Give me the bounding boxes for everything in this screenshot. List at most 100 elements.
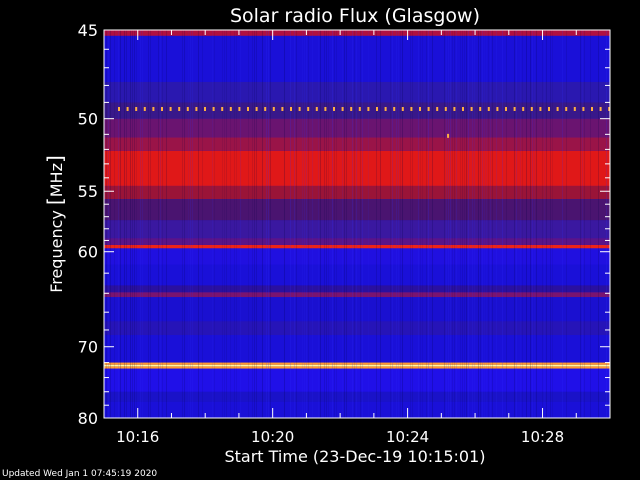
- frequency-band-9: [104, 220, 610, 239]
- texture-streak: [306, 30, 307, 418]
- texture-streak: [150, 30, 151, 418]
- frequency-band-19: [104, 362, 610, 365]
- interference-dot: [591, 106, 593, 111]
- interference-dot: [178, 106, 181, 111]
- texture-streak: [140, 30, 141, 418]
- texture-streak: [492, 30, 493, 418]
- texture-streak: [290, 30, 291, 418]
- interference-dot: [444, 106, 447, 111]
- interference-dot: [556, 106, 559, 111]
- interference-dot: [436, 106, 439, 111]
- texture-streak: [530, 30, 531, 418]
- frequency-band-6: [104, 150, 610, 186]
- texture-streak: [410, 30, 411, 418]
- interference-dot: [169, 106, 172, 111]
- x-tick-labels: 10:16 10:20 10:24 10:28: [116, 428, 564, 446]
- interference-dot: [487, 106, 490, 111]
- texture-streak: [468, 30, 469, 418]
- interference-dot: [272, 106, 275, 111]
- texture-streak: [182, 30, 183, 418]
- texture-streak: [462, 30, 463, 418]
- y-axis-label-text: Frequency: [47, 205, 66, 293]
- interference-dot: [410, 106, 413, 111]
- texture-streak: [472, 30, 473, 418]
- texture-streak: [474, 30, 475, 418]
- texture-streak: [334, 30, 335, 418]
- texture-streak: [268, 30, 269, 418]
- texture-streak: [142, 30, 143, 418]
- texture-streak: [446, 30, 447, 418]
- spectrogram-image: [104, 30, 610, 418]
- texture-streak: [158, 30, 159, 418]
- texture-streak: [344, 30, 345, 418]
- texture-streak: [396, 30, 397, 418]
- x-tick-label: 10:28: [521, 428, 564, 446]
- interference-dot: [247, 106, 249, 111]
- interference-dot: [186, 106, 189, 111]
- texture-streak: [110, 30, 111, 418]
- y-axis-label-unit: MHz: [47, 163, 66, 197]
- interference-dot: [195, 106, 198, 111]
- texture-streak: [598, 30, 599, 418]
- interference-dot: [126, 106, 129, 111]
- frequency-band-11: [104, 244, 610, 249]
- texture-streak: [482, 30, 483, 418]
- texture-streak: [318, 30, 319, 418]
- texture-streak: [214, 30, 215, 418]
- spectrogram-texture: [104, 30, 607, 418]
- interference-dot: [427, 106, 430, 111]
- texture-streak: [188, 30, 189, 418]
- texture-streak: [398, 30, 399, 418]
- texture-streak: [456, 30, 457, 418]
- interference-dot: [522, 106, 525, 111]
- texture-streak: [390, 30, 391, 418]
- interference-dot: [496, 106, 499, 111]
- x-axis-label: Start Time (23-Dec-19 10:15:01): [224, 447, 485, 466]
- texture-streak: [108, 30, 109, 418]
- texture-streak: [254, 30, 255, 418]
- texture-streak: [342, 30, 343, 418]
- interference-dot: [290, 106, 292, 111]
- interference-dot: [539, 106, 542, 111]
- interference-dot: [221, 106, 224, 111]
- texture-streak: [240, 30, 241, 418]
- texture-streak: [234, 30, 235, 418]
- texture-streak: [114, 30, 115, 418]
- texture-streak: [466, 30, 467, 418]
- interference-dot: [393, 106, 396, 111]
- texture-streak: [356, 30, 357, 418]
- texture-streak: [542, 30, 543, 418]
- texture-streak: [224, 30, 225, 418]
- interference-dot: [599, 106, 602, 111]
- texture-streak: [562, 30, 563, 418]
- interference-dot: [350, 106, 353, 111]
- interference-dot: [238, 106, 241, 111]
- axis-ticks: [103, 29, 611, 419]
- texture-streak: [534, 30, 535, 418]
- frequency-band-10: [104, 238, 610, 245]
- interference-dot: [143, 106, 146, 111]
- interference-dot: [229, 106, 232, 111]
- frequency-band-15: [104, 292, 610, 298]
- texture-streak: [566, 30, 567, 418]
- texture-streak: [486, 30, 487, 418]
- texture-streak: [454, 30, 455, 418]
- chart-title: Solar radio Flux (Glasgow): [230, 5, 480, 27]
- texture-streak: [326, 30, 327, 418]
- texture-streak: [252, 30, 253, 418]
- interference-dot: [315, 106, 318, 111]
- texture-streak: [544, 30, 545, 418]
- texture-streak: [132, 30, 133, 418]
- texture-streak: [496, 30, 497, 418]
- texture-streak: [352, 30, 353, 418]
- interference-dot: [384, 106, 387, 111]
- frequency-band-2: [104, 81, 610, 103]
- texture-streak: [502, 30, 503, 418]
- texture-streak: [198, 30, 199, 418]
- texture-streak: [192, 30, 193, 418]
- texture-streak: [226, 30, 227, 418]
- interference-dot: [530, 106, 533, 111]
- interference-dot: [161, 106, 163, 111]
- texture-streak: [362, 30, 363, 418]
- texture-streak: [118, 30, 119, 418]
